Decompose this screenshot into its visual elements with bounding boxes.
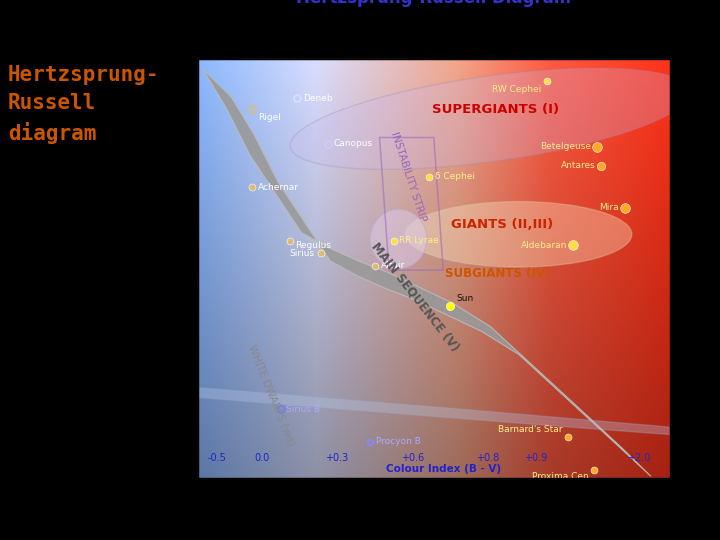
Text: Rigel: Rigel [258, 113, 281, 122]
Text: Antares: Antares [561, 161, 595, 170]
Polygon shape [202, 69, 651, 476]
Title: Hertzsprung-Russell Diagram: Hertzsprung-Russell Diagram [296, 0, 572, 6]
Text: Sirius: Sirius [290, 248, 315, 258]
Text: Mira: Mira [600, 203, 619, 212]
Text: 0.0: 0.0 [254, 453, 269, 463]
Text: Colour Index (B - V): Colour Index (B - V) [386, 464, 501, 474]
Text: +0.6: +0.6 [401, 453, 424, 463]
Text: Proxima Cen: Proxima Cen [532, 472, 588, 481]
Ellipse shape [405, 201, 632, 267]
Text: +0.9: +0.9 [523, 453, 546, 463]
Text: WHITE DWARFS (wd): WHITE DWARFS (wd) [246, 343, 296, 447]
Text: GIANTS (II,III): GIANTS (II,III) [451, 218, 553, 232]
Text: +0.8: +0.8 [477, 453, 500, 463]
Text: Achernar: Achernar [258, 183, 299, 192]
Text: Altair: Altair [380, 261, 405, 270]
Text: SUBGIANTS (IV): SUBGIANTS (IV) [445, 267, 550, 280]
Text: δ Cephei: δ Cephei [435, 172, 474, 181]
Text: Regulus: Regulus [296, 241, 332, 249]
Y-axis label: Luminosity compared to Sun: Luminosity compared to Sun [707, 194, 717, 343]
Text: Betelgeuse: Betelgeuse [540, 143, 591, 151]
Text: Aldebaran: Aldebaran [521, 241, 567, 249]
Text: RR Lyrae: RR Lyrae [400, 236, 439, 245]
Text: RW Cephei: RW Cephei [492, 85, 541, 93]
Text: Hertzsprung-
Russell
diagram: Hertzsprung- Russell diagram [8, 65, 159, 144]
Text: Procyon B: Procyon B [376, 437, 420, 447]
Text: +2.0: +2.0 [627, 453, 651, 463]
Text: Deneb: Deneb [302, 94, 333, 103]
Text: INSTABILITY STRIP: INSTABILITY STRIP [389, 130, 427, 222]
X-axis label: Effective Temperature, K: Effective Temperature, K [365, 28, 503, 37]
Text: MAIN SEQUENCE (V): MAIN SEQUENCE (V) [369, 240, 462, 354]
Ellipse shape [370, 210, 427, 269]
Ellipse shape [0, 353, 720, 447]
X-axis label: Spectral Class: Spectral Class [387, 501, 481, 514]
Text: SUPERGIANTS (I): SUPERGIANTS (I) [431, 103, 559, 116]
Text: +0.3: +0.3 [325, 453, 348, 463]
Text: Barnard's Star: Barnard's Star [498, 425, 562, 434]
Text: -0.5: -0.5 [207, 453, 226, 463]
Text: Sun: Sun [456, 294, 473, 303]
Text: Canopus: Canopus [333, 139, 372, 148]
Ellipse shape [290, 68, 690, 170]
Y-axis label: Absolute Magnitude, Mᵥ: Absolute Magnitude, Mᵥ [157, 207, 167, 330]
Text: Sirius B: Sirius B [286, 404, 320, 414]
